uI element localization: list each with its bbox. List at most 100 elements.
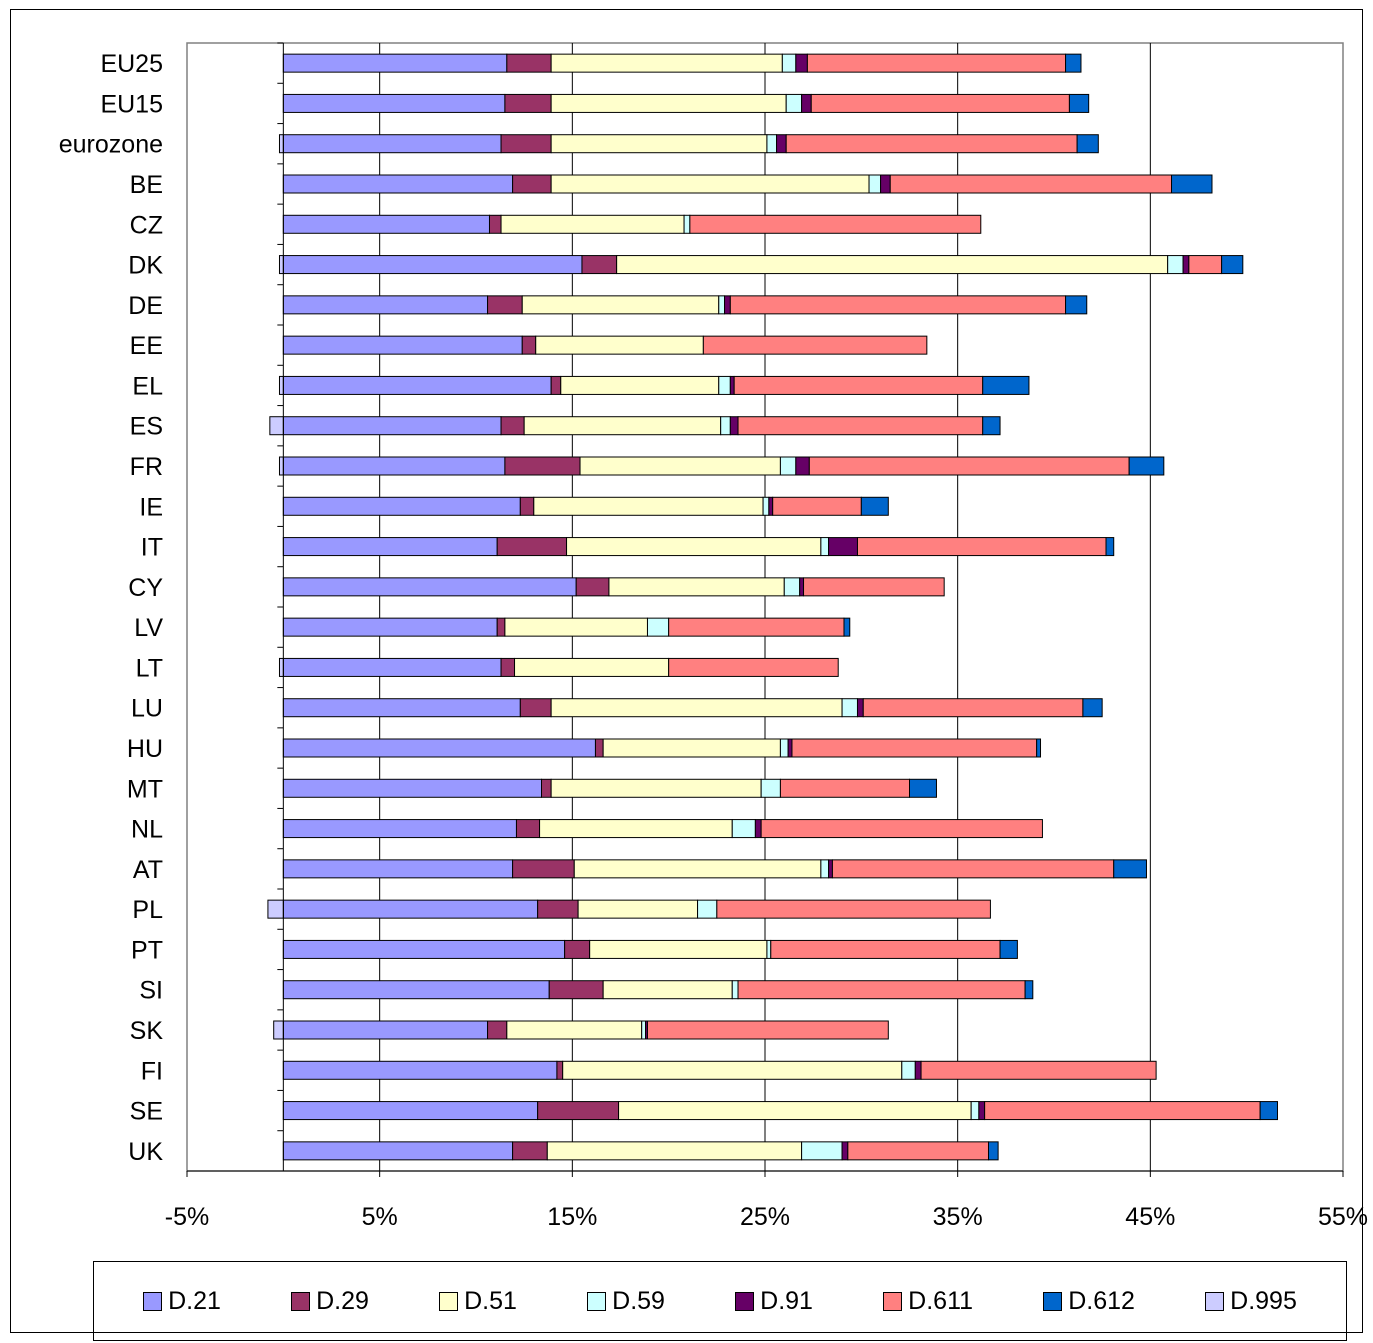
bar-segment <box>282 1101 539 1121</box>
bar-segment <box>278 456 284 476</box>
bar-segment <box>841 1141 849 1161</box>
bar-segment <box>282 980 550 1000</box>
bar-segment <box>668 617 845 637</box>
category-label: SE <box>130 1098 163 1126</box>
bar-segment <box>978 1101 986 1121</box>
bar-segment <box>564 939 591 959</box>
bar-segment <box>760 778 781 798</box>
bar-segment <box>641 1020 647 1040</box>
bar-segment <box>1128 456 1165 476</box>
bar-segment <box>504 456 581 476</box>
bar-segment <box>278 375 284 395</box>
bar-segment <box>795 53 808 73</box>
bar-segment <box>646 1020 889 1040</box>
legend-label: D.59 <box>612 1286 665 1315</box>
category-label: PL <box>132 896 163 924</box>
bar-segment <box>550 698 843 718</box>
bar-segment <box>282 214 490 234</box>
bar-segment <box>1024 980 1034 1000</box>
bar-segment <box>278 134 284 154</box>
bar-segment <box>828 859 833 879</box>
category-label: HU <box>127 735 163 763</box>
bar-segment <box>860 496 889 516</box>
bar-segment <box>1188 255 1223 275</box>
bar-segment <box>770 939 1001 959</box>
bar-segment <box>828 537 858 557</box>
bar-segment <box>768 496 774 516</box>
bar-segment <box>889 174 1173 194</box>
bar-segment <box>801 93 812 113</box>
bar-segment <box>550 778 762 798</box>
bar-segment <box>282 93 506 113</box>
bar-segment <box>1065 295 1088 315</box>
bar-segment <box>808 456 1130 476</box>
bar-segment <box>537 1101 620 1121</box>
bar-segment <box>810 93 1070 113</box>
legend-swatch <box>143 1291 163 1311</box>
bar-segment <box>282 698 521 718</box>
legend-label: D.51 <box>464 1286 517 1315</box>
bar-segment <box>500 134 552 154</box>
bar-segment <box>1259 1101 1278 1121</box>
bar-segment <box>820 537 830 557</box>
category-label: EU15 <box>100 90 163 118</box>
bar-segment <box>282 255 583 275</box>
bar-segment <box>282 456 506 476</box>
legend-swatch <box>883 1291 903 1311</box>
bar-segment <box>785 134 1078 154</box>
bar-segment <box>737 416 984 436</box>
legend-swatch <box>735 1291 755 1311</box>
bar-segment <box>546 1141 803 1161</box>
bar-segment <box>982 416 1001 436</box>
bar-segment <box>841 698 858 718</box>
category-labels: EU25 EU15 eurozone BE CZ DK DE EE EL ES FR IE IT CY LV… <box>59 50 164 1166</box>
x-tick-label: 45% <box>1125 1203 1175 1231</box>
bar-segment <box>803 577 945 597</box>
bar-segment <box>282 496 521 516</box>
bar-segment <box>589 939 768 959</box>
bar-segment <box>278 657 284 677</box>
bar-segment <box>500 657 516 677</box>
bar-segment <box>785 93 803 113</box>
legend-swatch <box>587 1291 607 1311</box>
bar-segment <box>880 174 891 194</box>
bar-segment <box>560 375 720 395</box>
bar-segment <box>487 295 523 315</box>
bar-segment <box>282 1020 489 1040</box>
bar-segment <box>729 416 739 436</box>
legend-label: D.91 <box>760 1286 813 1315</box>
bar-segment <box>267 899 284 919</box>
bar-segment <box>282 819 517 839</box>
bar-segment <box>506 1020 643 1040</box>
legend-item: D.59 <box>587 1287 665 1316</box>
legend-swatch <box>439 1291 459 1311</box>
category-label: EL <box>132 372 163 400</box>
bar-segment <box>901 1060 916 1080</box>
bar-segment <box>550 53 783 73</box>
category-label: LU <box>131 695 163 723</box>
bar-segment <box>282 174 514 194</box>
category-label: AT <box>133 856 163 884</box>
bar-segment <box>820 859 830 879</box>
bar-segment <box>537 899 579 919</box>
bar-segment <box>594 738 604 758</box>
bar-segment <box>718 295 726 315</box>
legend-swatch <box>291 1291 311 1311</box>
bar-segment <box>550 174 870 194</box>
bar-segment <box>575 577 610 597</box>
bar-segment <box>550 134 768 154</box>
bar-segment <box>550 93 787 113</box>
bar-segment <box>772 496 862 516</box>
bar-segment <box>282 738 596 758</box>
category-label: ES <box>130 413 163 441</box>
bar-segment <box>512 859 575 879</box>
category-label: FR <box>130 453 163 481</box>
bar-segment <box>523 416 722 436</box>
bar-segment <box>282 657 502 677</box>
x-tick-label: 25% <box>740 1203 790 1231</box>
bar-segment <box>795 456 810 476</box>
legend-item: D.51 <box>439 1287 517 1316</box>
legend-item: D.612 <box>1043 1287 1135 1316</box>
category-label: eurozone <box>59 131 163 159</box>
